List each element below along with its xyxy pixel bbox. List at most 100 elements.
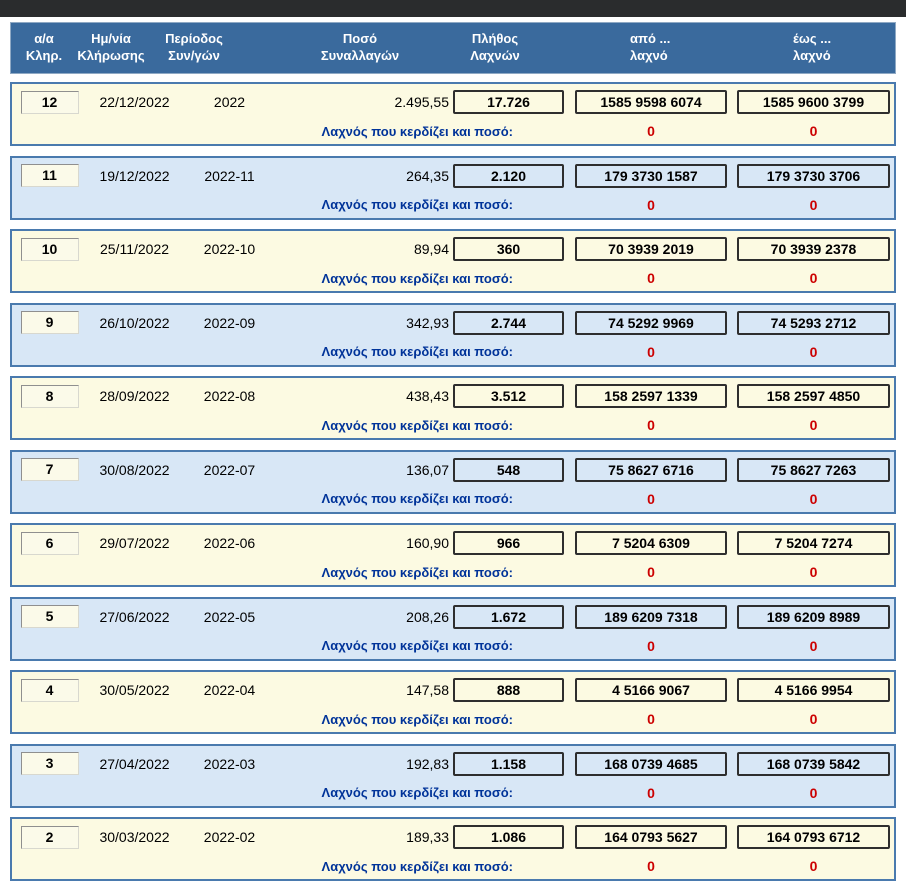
winning-ticket-value: 0 (647, 343, 655, 360)
draw-number-box[interactable]: 12 (20, 90, 79, 114)
to-ticket-box: 1585 9600 3799 (737, 90, 890, 114)
draw-number-box[interactable]: 3 (20, 752, 79, 775)
draw-date: 26/10/2022 (99, 314, 170, 331)
draw-number-box[interactable]: 4 (20, 678, 79, 702)
draw-date: 29/07/2022 (99, 535, 170, 551)
winning-amount-value: 0 (809, 490, 818, 507)
draw-row: 7 30/08/2022 2022-07 136,07 548 75 8627 … (10, 449, 896, 514)
winner-label: Λαχνός που κερδίζει και ποσό: (321, 858, 513, 874)
draw-number-cell: 6 (12, 531, 87, 555)
tickets-count-box: 548 (453, 457, 564, 482)
transactions-amount: 89,94 (413, 241, 449, 257)
winning-amount-value: 0 (809, 637, 818, 654)
draw-number-box[interactable]: 10 (20, 237, 79, 261)
draw-number-box[interactable]: 7 (20, 458, 79, 481)
to-ticket-box: 75 8627 7263 (737, 457, 890, 482)
tickets-count-box: 888 (453, 678, 564, 702)
from-ticket-box: 179 3730 1587 (575, 163, 727, 188)
draw-row-main-line: 2 30/03/2022 2022-02 189,33 1.086 164 07… (12, 821, 894, 853)
transactions-period: 2022-02 (203, 829, 256, 845)
winner-label: Λαχνός που κερδίζει και ποσό: (321, 638, 513, 653)
winner-line: Λαχνός που κερδίζει και ποσό: 0 0 (12, 706, 894, 732)
winning-amount-value: 0 (809, 564, 818, 580)
to-ticket-box: 189 6209 8989 (737, 604, 890, 629)
transactions-period: 2022-08 (203, 388, 256, 404)
tickets-count-box: 3.512 (453, 384, 564, 408)
transactions-amount: 147,58 (406, 682, 449, 698)
column-header-draw-date: Ημ/νία Κλήρωσης (77, 31, 145, 63)
draw-number-box[interactable]: 6 (20, 531, 79, 555)
draw-number-box[interactable]: 2 (20, 825, 79, 849)
winner-line: Λαχνός που κερδίζει και ποσό: 0 0 (12, 633, 894, 659)
winning-amount-value: 0 (809, 784, 818, 801)
winning-ticket-value: 0 (647, 490, 655, 507)
tickets-count-box: 2.120 (453, 163, 564, 188)
column-header-from-ticket: από ... λαχνό (630, 31, 671, 63)
draw-date: 25/11/2022 (99, 241, 170, 257)
draw-row-main-line: 12 22/12/2022 2022 2.495,55 17.726 1585 … (12, 86, 894, 118)
draw-number-box[interactable]: 11 (20, 164, 79, 187)
winner-line: Λαχνός που κερδίζει και ποσό: 0 0 (12, 192, 894, 218)
draw-date: 30/03/2022 (99, 829, 170, 845)
draw-number-cell: 11 (12, 164, 87, 187)
to-ticket-box: 70 3939 2378 (737, 237, 890, 261)
draw-date: 27/04/2022 (99, 755, 170, 772)
draw-number-cell: 3 (12, 752, 87, 775)
transactions-amount: 208,26 (406, 608, 449, 625)
winner-label: Λαχνός που κερδίζει και ποσό: (321, 491, 513, 506)
winning-ticket-value: 0 (647, 196, 655, 213)
draw-number-cell: 7 (12, 458, 87, 481)
winning-ticket-value: 0 (647, 564, 655, 580)
tickets-count-box: 17.726 (453, 90, 564, 114)
transactions-amount: 342,93 (406, 314, 449, 331)
winner-label: Λαχνός που κερδίζει και ποσό: (321, 197, 513, 212)
draw-row: 4 30/05/2022 2022-04 147,58 888 4 5166 9… (10, 670, 896, 734)
winner-line: Λαχνός που κερδίζει και ποσό: 0 0 (12, 265, 894, 291)
draw-number-box[interactable]: 8 (20, 384, 79, 408)
from-ticket-box: 70 3939 2019 (575, 237, 727, 261)
winning-ticket-value: 0 (647, 637, 655, 654)
draw-row-main-line: 11 19/12/2022 2022-11 264,35 2.120 179 3… (12, 160, 894, 192)
winning-ticket-value: 0 (647, 270, 655, 286)
from-ticket-box: 75 8627 6716 (575, 457, 727, 482)
from-ticket-box: 168 0739 4685 (575, 751, 727, 776)
table-header: α/α Κληρ. Ημ/νία Κλήρωσης Περίοδος Συν/γ… (10, 22, 896, 74)
draw-row: 5 27/06/2022 2022-05 208,26 1.672 189 62… (10, 596, 896, 661)
winning-amount-value: 0 (809, 417, 818, 433)
transactions-amount: 136,07 (406, 461, 449, 478)
transactions-period: 2022 (213, 94, 246, 110)
draw-number-cell: 9 (12, 311, 87, 334)
winner-line: Λαχνός που κερδίζει και ποσό: 0 0 (12, 780, 894, 806)
draw-number-box[interactable]: 5 (20, 605, 79, 628)
from-ticket-box: 74 5292 9969 (575, 310, 727, 335)
winning-amount-value: 0 (809, 858, 818, 874)
draw-number-box[interactable]: 9 (20, 311, 79, 334)
draw-date: 30/05/2022 (99, 682, 170, 698)
winner-line: Λαχνός που κερδίζει και ποσό: 0 0 (12, 486, 894, 512)
column-header-tickets-count: Πλήθος Λαχνών (470, 31, 520, 63)
winning-ticket-value: 0 (647, 417, 655, 433)
transactions-period: 2022-04 (203, 682, 256, 698)
from-ticket-box: 189 6209 7318 (575, 604, 727, 629)
winner-label: Λαχνός που κερδίζει και ποσό: (321, 564, 513, 580)
tickets-count-box: 966 (453, 531, 564, 555)
top-bar (0, 0, 906, 17)
winner-line: Λαχνός που κερδίζει και ποσό: 0 0 (12, 559, 894, 585)
winner-line: Λαχνός που κερδίζει και ποσό: 0 0 (12, 118, 894, 144)
column-header-period: Περίοδος Συν/γών (165, 31, 223, 63)
column-header-to-ticket: έως ... λαχνό (793, 31, 832, 63)
draw-row: 8 28/09/2022 2022-08 438,43 3.512 158 25… (10, 376, 896, 440)
transactions-period: 2022-06 (203, 535, 256, 551)
tickets-count-box: 360 (453, 237, 564, 261)
transactions-amount: 160,90 (406, 535, 449, 551)
winner-line: Λαχνός που κερδίζει και ποσό: 0 0 (12, 339, 894, 365)
draw-row: 3 27/04/2022 2022-03 192,83 1.158 168 07… (10, 743, 896, 808)
draw-number-cell: 12 (12, 90, 87, 114)
transactions-period: 2022-03 (203, 755, 256, 772)
draw-row: 12 22/12/2022 2022 2.495,55 17.726 1585 … (10, 82, 896, 146)
winning-amount-value: 0 (809, 270, 818, 286)
winning-amount-value: 0 (809, 711, 818, 727)
to-ticket-box: 164 0793 6712 (737, 825, 890, 849)
draw-date: 27/06/2022 (99, 608, 170, 625)
draw-row: 2 30/03/2022 2022-02 189,33 1.086 164 07… (10, 817, 896, 881)
